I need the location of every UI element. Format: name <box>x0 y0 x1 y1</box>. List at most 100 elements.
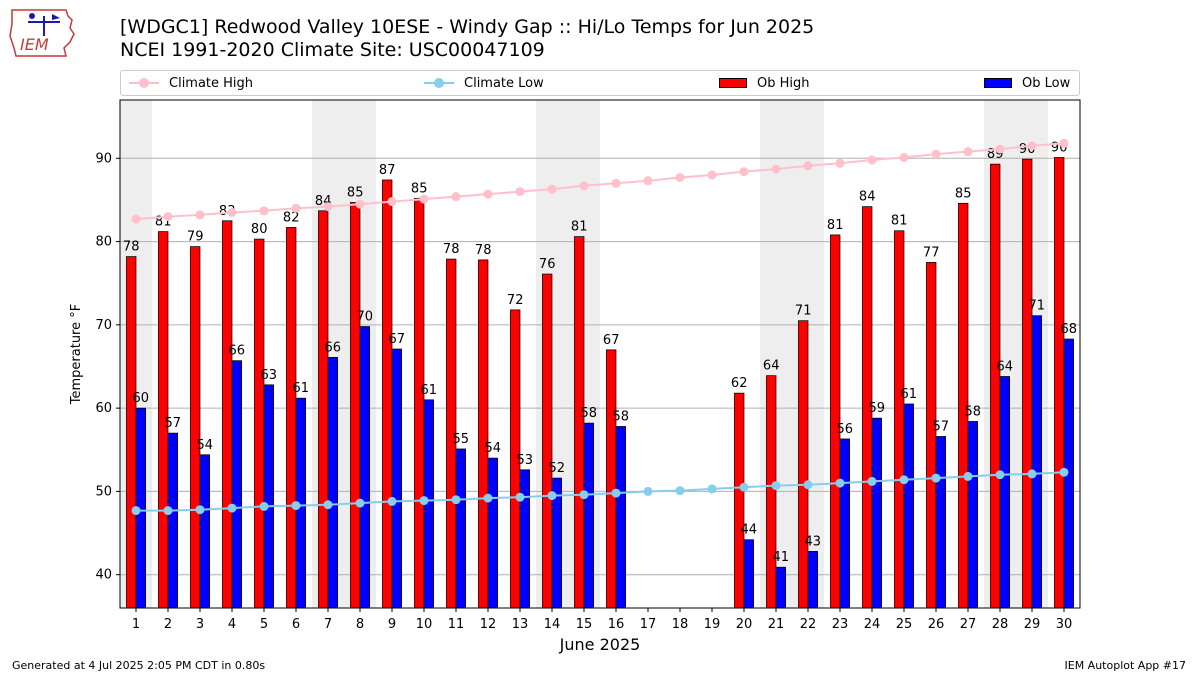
x-tick-label: 11 <box>448 617 465 632</box>
ob-high-bar <box>286 227 297 609</box>
legend-item-climate-high: Climate High <box>129 71 253 95</box>
ob-low-bar <box>167 432 178 609</box>
climate-low-point <box>547 491 557 501</box>
ob-low-bar <box>775 566 786 609</box>
ob-high-label: 71 <box>795 304 812 319</box>
ob-high-bar <box>1022 158 1033 609</box>
y-tick-label: 90 <box>95 151 112 166</box>
ob-low-label: 53 <box>517 453 534 468</box>
y-axis-label: Temperature °F <box>69 304 84 405</box>
ob-low-bar <box>743 539 754 609</box>
ob-low-bar <box>807 551 818 609</box>
ob-low-bar <box>999 376 1010 609</box>
ob-low-bar <box>391 348 402 609</box>
ob-low-label: 67 <box>389 332 406 347</box>
chart-subtitle: NCEI 1991-2020 Climate Site: USC00047109 <box>120 39 545 61</box>
plot-frame <box>119 99 1081 609</box>
y-tick-label: 60 <box>95 401 112 416</box>
legend-label-ob-low: Ob Low <box>1022 75 1071 91</box>
climate-high-point <box>963 147 973 157</box>
climate-low-point <box>515 492 525 502</box>
ob-low-label: 66 <box>229 344 246 359</box>
ob-high-label: 85 <box>347 185 364 200</box>
climate-high-point <box>643 176 653 186</box>
ob-high-bar <box>574 236 585 609</box>
ob-high-label: 76 <box>539 257 556 272</box>
climate-low-point <box>963 471 973 481</box>
iem-logo: IEM <box>8 6 80 62</box>
ob-low-label: 61 <box>421 383 438 398</box>
x-tick-label: 28 <box>992 617 1009 632</box>
ob-low-bar <box>519 469 530 609</box>
climate-high-point <box>995 144 1005 154</box>
climate-high-point <box>931 149 941 159</box>
climate-low-point <box>355 498 365 508</box>
x-tick-label: 19 <box>704 617 721 632</box>
climate-high-point <box>899 152 909 162</box>
climate-high-point <box>867 155 877 165</box>
ob-low-bar <box>935 436 946 609</box>
legend-label-ob-high: Ob High <box>757 75 810 91</box>
climate-low-line <box>136 471 1065 512</box>
x-tick-label: 29 <box>1024 617 1041 632</box>
ob-low-label: 64 <box>997 359 1014 374</box>
x-tick-label: 7 <box>324 617 332 632</box>
x-tick-label: 12 <box>480 617 497 632</box>
climate-high-point <box>483 189 493 199</box>
ob-low-label: 61 <box>901 387 918 402</box>
climate-high-line <box>135 142 1065 221</box>
ob-high-bar <box>766 375 777 609</box>
climate-high-point <box>387 197 397 207</box>
x-tick-label: 25 <box>896 617 913 632</box>
y-tick-label: 70 <box>95 318 112 333</box>
ob-low-label: 60 <box>133 391 150 406</box>
climate-low-point <box>1059 467 1069 477</box>
ob-low-label: 71 <box>1029 299 1046 314</box>
x-axis-label: June 2025 <box>559 635 641 654</box>
climate-low-swatch <box>424 78 454 88</box>
x-tick-label: 23 <box>832 617 849 632</box>
ob-low-bar <box>487 457 498 609</box>
ob-low-bar <box>839 438 850 609</box>
climate-low-point <box>835 478 845 488</box>
climate-high-point <box>707 170 717 180</box>
x-tick-label: 4 <box>228 617 236 632</box>
climate-low-point <box>163 506 173 516</box>
ob-low-bar <box>1031 315 1042 609</box>
ob-high-bar <box>254 238 265 609</box>
ob-high-bar <box>894 230 905 609</box>
x-tick-label: 26 <box>928 617 945 632</box>
ob-low-label: 70 <box>357 310 374 325</box>
ob-high-bar <box>382 179 393 609</box>
ob-high-label: 78 <box>475 243 492 258</box>
climate-high-point <box>195 210 205 220</box>
climate-high-point <box>835 158 845 168</box>
x-tick-label: 18 <box>672 617 689 632</box>
climate-low-point <box>131 506 141 516</box>
climate-high-point <box>739 167 749 177</box>
ob-high-bar <box>318 210 329 609</box>
ob-high-label: 67 <box>603 333 620 348</box>
ob-high-bar <box>926 262 937 609</box>
ob-low-bar <box>903 403 914 609</box>
x-tick-label: 5 <box>260 617 268 632</box>
climate-low-point <box>259 501 269 511</box>
climate-high-point <box>611 178 621 188</box>
climate-high-point <box>323 202 333 212</box>
ob-low-bar <box>583 422 594 609</box>
ob-high-bar <box>798 320 809 609</box>
ob-low-bar <box>455 448 466 609</box>
climate-low-point <box>707 484 717 494</box>
ob-high-label: 72 <box>507 293 524 308</box>
ob-high-bar <box>1054 157 1065 609</box>
y-tick-label: 80 <box>95 235 112 250</box>
ob-high-label: 81 <box>827 218 844 233</box>
ob-low-label: 56 <box>837 422 854 437</box>
x-tick-label: 17 <box>640 617 657 632</box>
chart-title: [WDGC1] Redwood Valley 10ESE - Windy Gap… <box>120 16 815 38</box>
climate-high-point <box>579 181 589 191</box>
ob-low-label: 55 <box>453 432 470 447</box>
ob-high-bar <box>542 273 553 609</box>
ob-low-label: 58 <box>581 406 598 421</box>
